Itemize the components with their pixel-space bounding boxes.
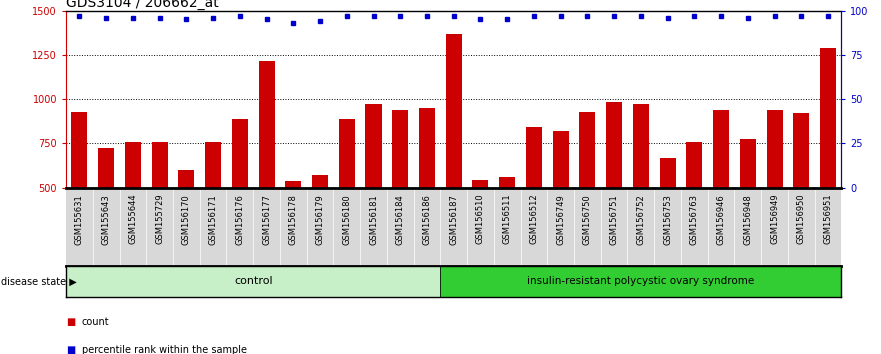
Bar <box>713 110 729 276</box>
Bar <box>472 180 488 276</box>
Bar <box>440 266 841 297</box>
Text: GSM156753: GSM156753 <box>663 194 672 245</box>
Text: GDS3104 / 206662_at: GDS3104 / 206662_at <box>66 0 218 10</box>
Text: GSM156752: GSM156752 <box>636 194 646 245</box>
Text: GSM156181: GSM156181 <box>369 194 378 245</box>
Text: GSM156512: GSM156512 <box>529 194 538 245</box>
Bar <box>178 170 195 276</box>
Text: GSM156763: GSM156763 <box>690 194 699 245</box>
Text: control: control <box>233 276 272 286</box>
Bar <box>820 48 836 276</box>
Text: GSM156949: GSM156949 <box>770 194 779 245</box>
Text: GSM156176: GSM156176 <box>235 194 244 245</box>
Text: GSM156751: GSM156751 <box>610 194 618 245</box>
Text: GSM156510: GSM156510 <box>476 194 485 245</box>
Text: GSM156186: GSM156186 <box>423 194 432 245</box>
Text: GSM156950: GSM156950 <box>796 194 806 245</box>
Bar <box>446 34 462 276</box>
Bar <box>633 104 649 276</box>
Text: GSM156750: GSM156750 <box>583 194 592 245</box>
Bar <box>125 142 141 276</box>
Text: GSM156178: GSM156178 <box>289 194 298 245</box>
Bar <box>766 110 782 276</box>
Bar <box>98 148 115 276</box>
Bar <box>793 113 810 276</box>
Bar <box>312 175 328 276</box>
Text: GSM156184: GSM156184 <box>396 194 404 245</box>
Bar <box>526 127 542 276</box>
Text: GSM156511: GSM156511 <box>503 194 512 245</box>
Bar <box>366 104 381 276</box>
Bar <box>660 159 676 276</box>
Bar <box>339 119 355 276</box>
Text: GSM156177: GSM156177 <box>262 194 271 245</box>
Text: GSM156951: GSM156951 <box>824 194 833 245</box>
Text: GSM156180: GSM156180 <box>343 194 352 245</box>
Bar <box>392 110 408 276</box>
Text: GSM156170: GSM156170 <box>181 194 191 245</box>
Text: disease state ▶: disease state ▶ <box>1 276 77 286</box>
Bar <box>152 142 167 276</box>
Bar <box>606 102 622 276</box>
Text: ■: ■ <box>66 346 75 354</box>
Text: GSM156948: GSM156948 <box>744 194 752 245</box>
Bar <box>500 177 515 276</box>
Bar <box>66 266 440 297</box>
Text: GSM156946: GSM156946 <box>716 194 726 245</box>
Bar <box>258 61 275 276</box>
Text: count: count <box>82 317 109 327</box>
Bar <box>580 112 596 276</box>
Bar <box>232 119 248 276</box>
Text: GSM156749: GSM156749 <box>556 194 565 245</box>
Text: GSM155729: GSM155729 <box>155 194 164 245</box>
Bar <box>419 108 435 276</box>
Bar <box>686 142 702 276</box>
Text: GSM156179: GSM156179 <box>315 194 324 245</box>
Text: insulin-resistant polycystic ovary syndrome: insulin-resistant polycystic ovary syndr… <box>527 276 754 286</box>
Bar <box>71 112 87 276</box>
Text: GSM155643: GSM155643 <box>101 194 111 245</box>
Text: GSM156171: GSM156171 <box>209 194 218 245</box>
Text: GSM156187: GSM156187 <box>449 194 458 245</box>
Text: GSM155631: GSM155631 <box>75 194 84 245</box>
Bar <box>552 131 568 276</box>
Text: GSM155644: GSM155644 <box>129 194 137 245</box>
Text: percentile rank within the sample: percentile rank within the sample <box>82 346 247 354</box>
Text: ■: ■ <box>66 317 75 327</box>
Bar <box>205 142 221 276</box>
Bar <box>740 139 756 276</box>
Bar <box>285 181 301 276</box>
